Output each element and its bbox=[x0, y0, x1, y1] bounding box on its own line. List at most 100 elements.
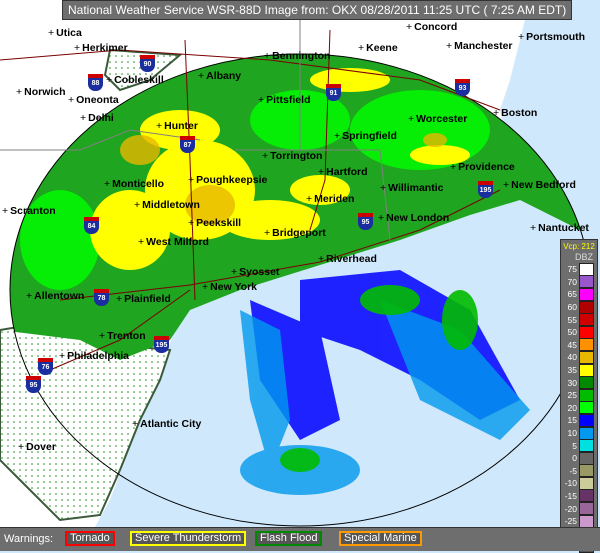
legend-value: 5 bbox=[572, 440, 577, 451]
legend-value: -10 bbox=[564, 478, 577, 489]
legend-value: 50 bbox=[567, 327, 577, 338]
interstate-shield-icon: 76 bbox=[38, 358, 53, 375]
city-label: Delhi bbox=[80, 112, 114, 124]
legend-swatch bbox=[579, 325, 594, 339]
interstate-shield-icon: 95 bbox=[358, 213, 373, 230]
legend-swatch bbox=[579, 401, 594, 415]
legend-value: 55 bbox=[567, 314, 577, 325]
image-title: National Weather Service WSR-88D Image f… bbox=[62, 0, 573, 20]
city-label: Concord bbox=[406, 21, 457, 33]
legend-value: 60 bbox=[567, 302, 577, 313]
city-label: Pittsfield bbox=[258, 94, 310, 106]
legend-swatch bbox=[579, 489, 594, 503]
legend-value: 75 bbox=[567, 264, 577, 275]
legend-entry: 5 bbox=[561, 439, 597, 453]
city-label: Albany bbox=[198, 70, 241, 82]
city-label: Hunter bbox=[156, 120, 198, 132]
warnings-bar: Warnings: Tornado Severe Thunderstorm Fl… bbox=[0, 527, 600, 551]
city-label: Plainfield bbox=[116, 293, 171, 305]
legend-value: 40 bbox=[567, 352, 577, 363]
city-label: Portsmouth bbox=[518, 31, 585, 43]
interstate-shield-icon: 78 bbox=[94, 289, 109, 306]
city-label: Dover bbox=[18, 441, 56, 453]
warning-special-marine[interactable]: Special Marine bbox=[339, 531, 422, 546]
legend-swatch bbox=[579, 313, 594, 327]
city-label: Utica bbox=[48, 27, 82, 39]
city-label: Willimantic bbox=[380, 182, 443, 194]
city-label: Boston bbox=[493, 107, 537, 119]
city-label: Philadelphia bbox=[59, 350, 129, 362]
legend-entry: 10 bbox=[561, 426, 597, 440]
warning-tornado[interactable]: Tornado bbox=[65, 531, 115, 546]
legend-entry: 75 bbox=[561, 262, 597, 276]
legend-value: -25 bbox=[564, 516, 577, 527]
legend-swatch bbox=[579, 338, 594, 352]
legend-entry: 45 bbox=[561, 338, 597, 352]
city-label: Meriden bbox=[306, 193, 354, 205]
city-label: Atlantic City bbox=[132, 418, 201, 430]
legend-swatch bbox=[579, 514, 594, 528]
city-label: Syosset bbox=[231, 266, 279, 278]
legend-entry: 20 bbox=[561, 401, 597, 415]
legend-value: 65 bbox=[567, 289, 577, 300]
legend-swatch bbox=[579, 426, 594, 440]
interstate-shield-icon: 95 bbox=[26, 376, 41, 393]
legend-entry: -20 bbox=[561, 502, 597, 516]
city-label: Monticello bbox=[104, 178, 164, 190]
city-label: Scranton bbox=[2, 205, 56, 217]
city-label: Springfield bbox=[334, 130, 397, 142]
legend-swatch bbox=[579, 287, 594, 301]
legend-value: 25 bbox=[567, 390, 577, 401]
legend-swatch bbox=[579, 439, 594, 453]
legend-swatch bbox=[579, 451, 594, 465]
interstate-shield-icon: 90 bbox=[140, 55, 155, 72]
legend-value: 45 bbox=[567, 339, 577, 350]
city-label: Cobleskill bbox=[106, 74, 164, 86]
legend-entry: 30 bbox=[561, 376, 597, 390]
interstate-shield-icon: 87 bbox=[180, 136, 195, 153]
warning-severe-thunderstorm[interactable]: Severe Thunderstorm bbox=[130, 531, 247, 546]
city-label: New Bedford bbox=[503, 179, 576, 191]
legend-entry: 70 bbox=[561, 275, 597, 289]
legend-swatch bbox=[579, 275, 594, 289]
city-label: Bennington bbox=[264, 50, 330, 62]
city-label: Oneonta bbox=[68, 94, 119, 106]
dbz-legend: Vcp: 212 DBZ 75 70 65 60 55 50 45 40 35 30 25 20 15 1… bbox=[560, 239, 598, 553]
interstate-shield-icon: 84 bbox=[84, 217, 99, 234]
legend-value: 20 bbox=[567, 402, 577, 413]
city-label: Keene bbox=[358, 42, 398, 54]
city-label: West Milford bbox=[138, 236, 209, 248]
interstate-shield-icon: 195 bbox=[478, 181, 493, 198]
legend-entry: 60 bbox=[561, 300, 597, 314]
interstate-shield-icon: 195 bbox=[154, 336, 169, 353]
city-label: Herkimer bbox=[74, 42, 128, 54]
legend-swatch bbox=[579, 464, 594, 478]
legend-swatch bbox=[579, 376, 594, 390]
legend-entry: 65 bbox=[561, 287, 597, 301]
interstate-shield-icon: 93 bbox=[455, 79, 470, 96]
interstate-shield-icon: 88 bbox=[88, 74, 103, 91]
legend-entry: -5 bbox=[561, 464, 597, 478]
city-label: Hartford bbox=[318, 166, 367, 178]
city-label: Manchester bbox=[446, 40, 512, 52]
city-label: Trenton bbox=[99, 330, 146, 342]
city-label: Bridgeport bbox=[264, 227, 326, 239]
legend-swatch bbox=[579, 363, 594, 377]
legend-swatch bbox=[579, 300, 594, 314]
legend-entry: 25 bbox=[561, 388, 597, 402]
legend-entry: 50 bbox=[561, 325, 597, 339]
legend-entry: 15 bbox=[561, 413, 597, 427]
warning-flash-flood[interactable]: Flash Flood bbox=[255, 531, 323, 546]
legend-swatch bbox=[579, 476, 594, 490]
warnings-label: Warnings: bbox=[4, 533, 54, 545]
city-label: Nantucket bbox=[530, 222, 589, 234]
legend-value: -20 bbox=[564, 503, 577, 514]
legend-swatch bbox=[579, 388, 594, 402]
interstate-shield-icon: 91 bbox=[326, 84, 341, 101]
city-label: Torrington bbox=[262, 150, 322, 162]
legend-entry: 35 bbox=[561, 363, 597, 377]
legend-value: -15 bbox=[564, 490, 577, 501]
city-label: New York bbox=[202, 281, 257, 293]
legend-swatch bbox=[579, 262, 594, 276]
legend-value: 30 bbox=[567, 377, 577, 388]
